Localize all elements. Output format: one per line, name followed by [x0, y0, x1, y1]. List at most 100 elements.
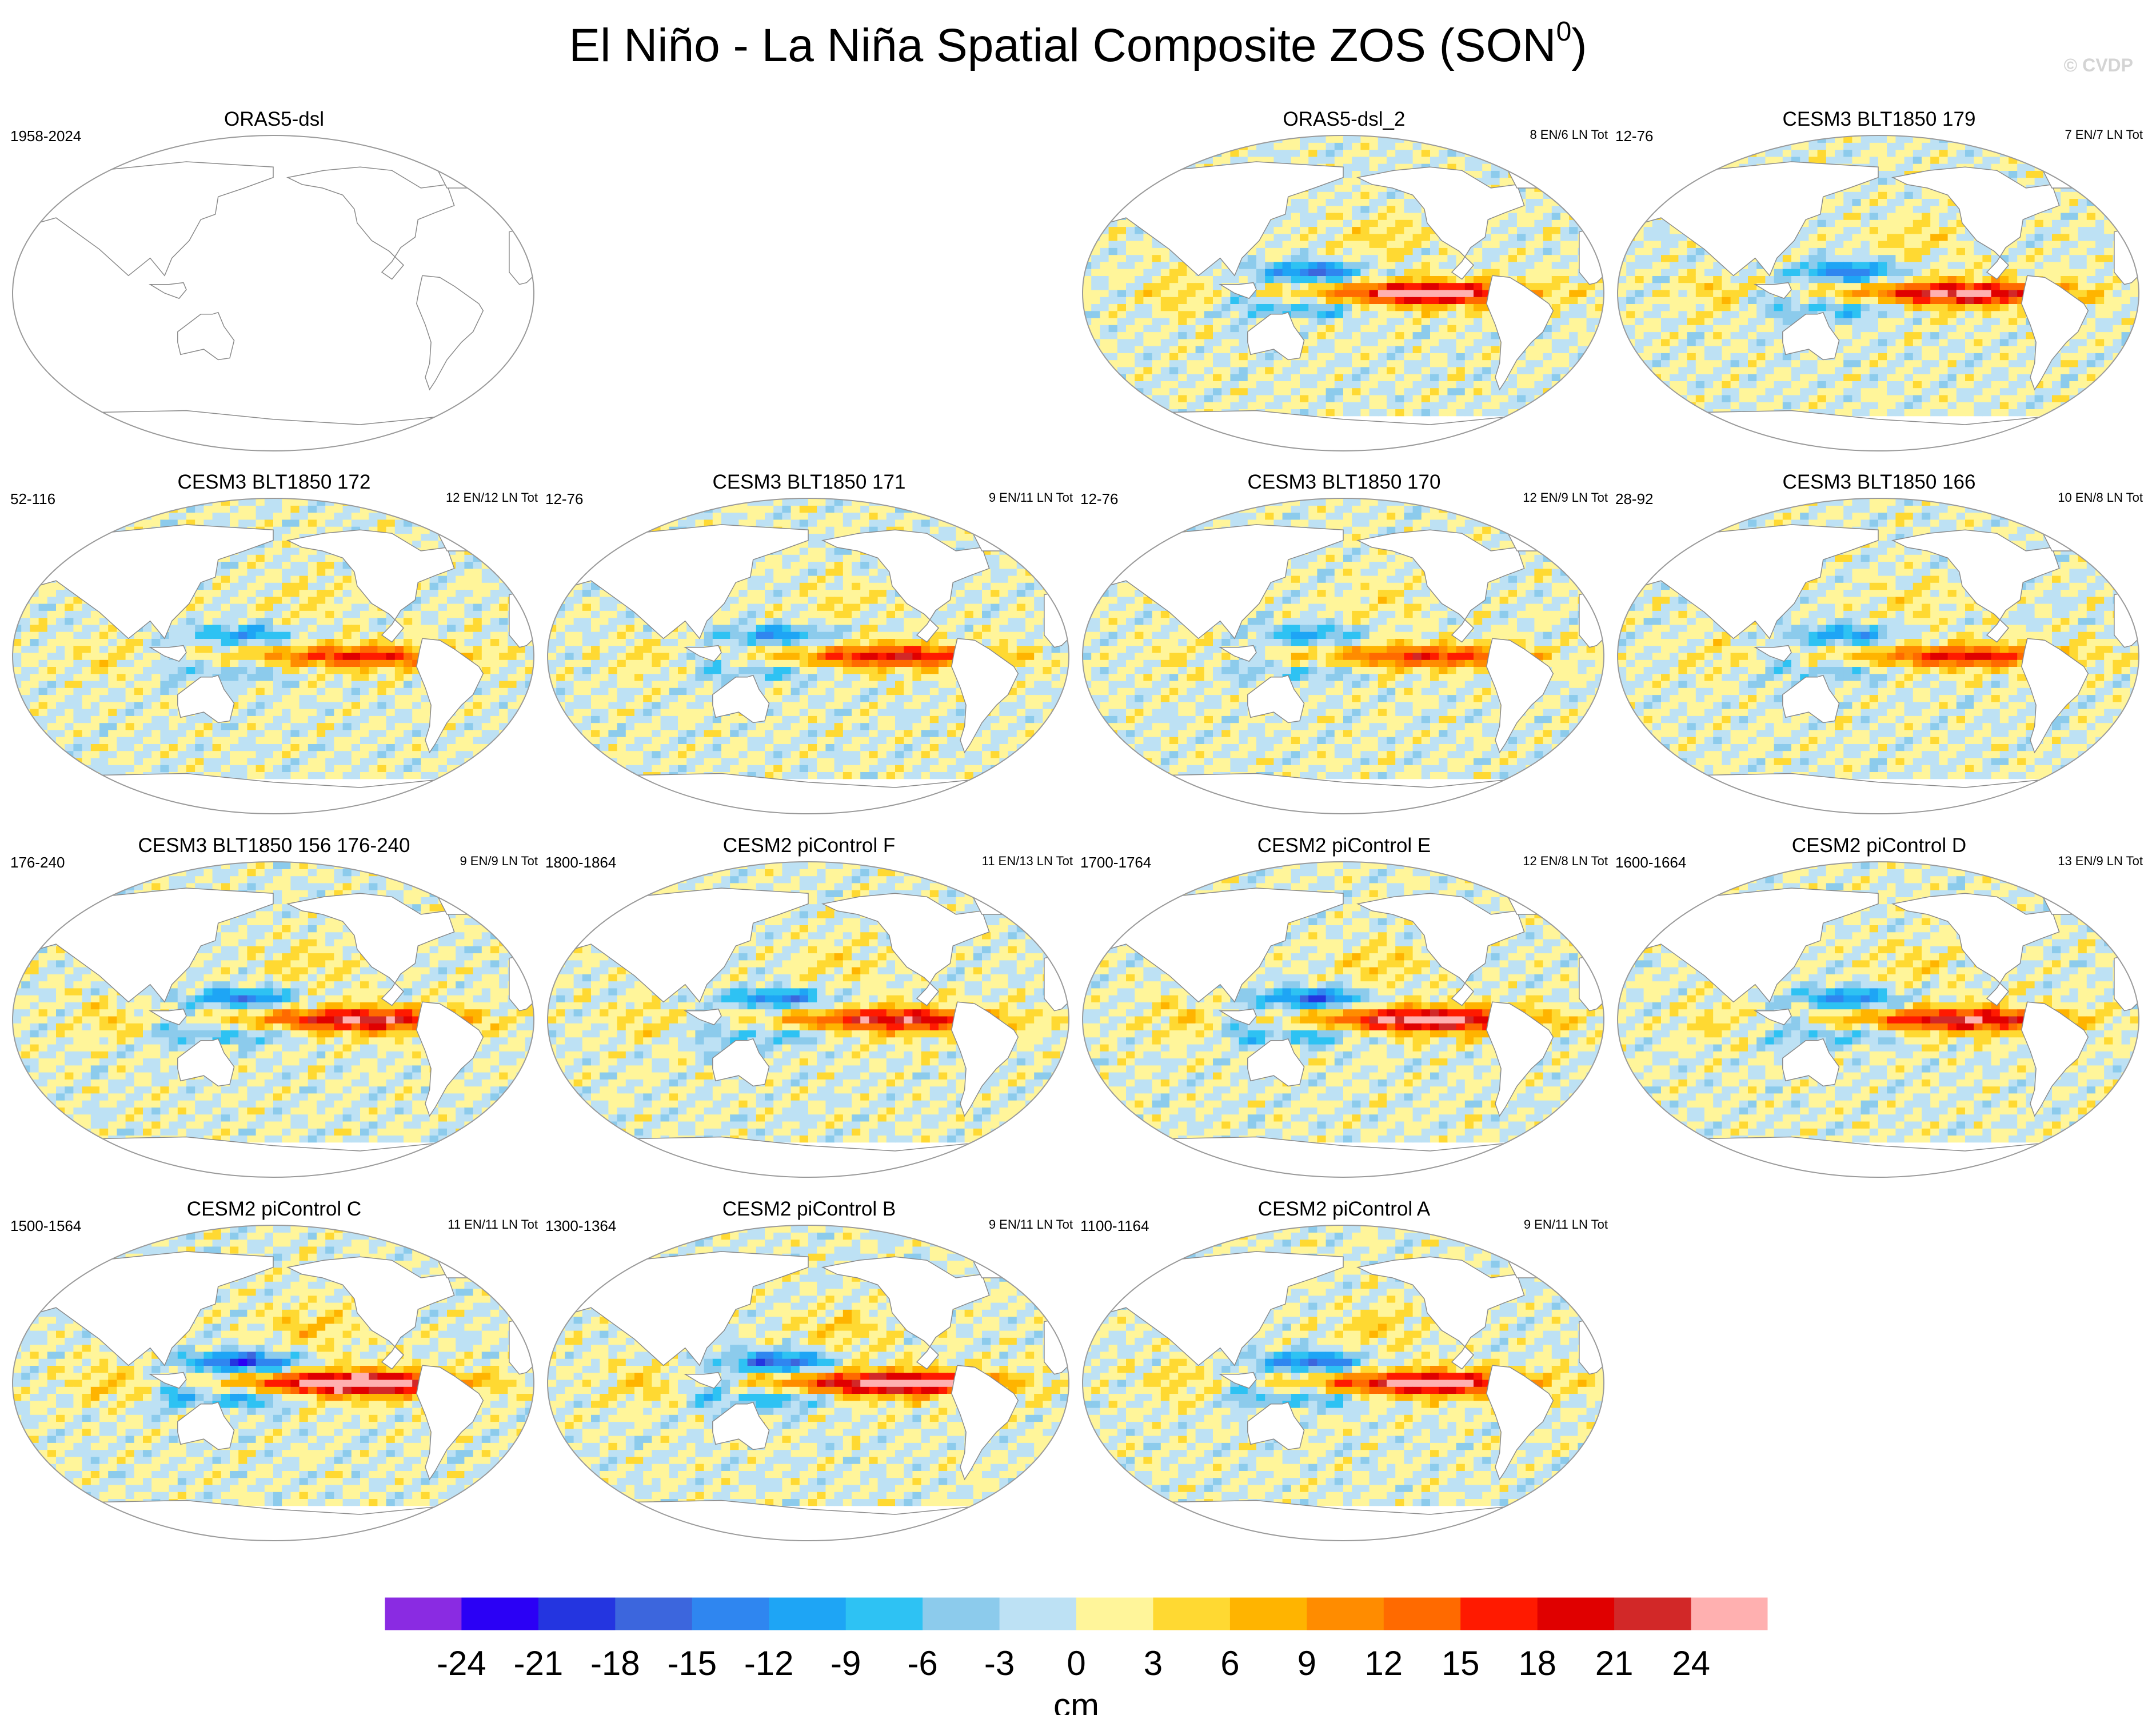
field-cell: [1474, 163, 1483, 171]
field-cell: [1869, 374, 1879, 381]
field-cell: [1404, 297, 1414, 304]
field-cell: [1835, 142, 1844, 150]
field-cell: [1360, 325, 1370, 333]
field-cell: [1930, 142, 1939, 150]
field-cell: [1947, 359, 1957, 367]
field-cell: [2104, 184, 2113, 192]
field-cell: [1982, 317, 1992, 325]
field-cell: [1982, 374, 1992, 381]
field-cell: [1204, 275, 1213, 283]
field-cell: [1499, 156, 1509, 164]
field-cell: [2017, 241, 2026, 248]
field-cell: [1230, 402, 1240, 409]
field-cell: [1817, 366, 1827, 374]
field-cell: [1722, 149, 1731, 157]
field-cell: [21, 737, 30, 744]
field-cell: [1618, 219, 1627, 227]
field-cell: [1817, 226, 1827, 234]
field-cell: [1652, 381, 1662, 389]
field-cell: [1352, 269, 1361, 276]
field-cell: [1343, 366, 1352, 374]
field-cell: [2121, 303, 2131, 311]
field-cell: [1730, 338, 1740, 346]
field-cell: [1826, 359, 1835, 367]
field-cell: [1939, 325, 1949, 333]
field-cell: [1722, 275, 1731, 283]
field-cell: [1108, 374, 1118, 381]
field-cell: [1395, 282, 1404, 290]
field-cell: [1169, 325, 1179, 333]
field-cell: [1178, 381, 1187, 389]
field-cell: [1939, 289, 1949, 297]
field-cell: [1334, 233, 1344, 241]
field-cell: [1395, 156, 1404, 164]
field-cell: [1939, 346, 1949, 353]
field-cell: [1256, 289, 1265, 297]
field-cell: [1247, 374, 1257, 381]
field-cell: [21, 526, 30, 534]
field-cell: [1126, 402, 1135, 409]
field-cell: [1499, 233, 1509, 241]
field-cell: [1273, 247, 1283, 255]
field-cell: [13, 645, 22, 653]
field-cell: [1947, 325, 1957, 333]
field-cell: [1626, 353, 1635, 361]
field-cell: [1930, 212, 1939, 220]
field-cell: [1878, 359, 1887, 367]
field-cell: [1499, 226, 1509, 234]
field-cell: [1895, 135, 1905, 143]
field-cell: [1930, 353, 1939, 361]
field-cell: [1247, 317, 1257, 325]
field-cell: [1922, 346, 1931, 353]
field-cell: [1143, 387, 1153, 395]
field-cell: [1930, 226, 1939, 234]
field-cell: [1526, 346, 1535, 353]
field-cell: [1152, 135, 1161, 143]
field-cell: [2113, 346, 2122, 353]
field-cell: [1782, 310, 1792, 318]
field-cell: [1895, 261, 1905, 269]
field-cell: [1360, 226, 1370, 234]
field-cell: [1491, 219, 1500, 227]
field-cell: [1482, 163, 1491, 171]
field-cell: [1765, 303, 1775, 311]
field-cell: [1595, 387, 1604, 395]
field-cell: [1230, 338, 1240, 346]
field-cell: [1430, 381, 1439, 389]
field-cell: [1678, 261, 1688, 269]
map-outline: [1617, 135, 2139, 451]
field-cell: [2086, 226, 2096, 234]
field-cell: [1221, 353, 1231, 361]
field-cell: [1352, 381, 1361, 389]
field-cell: [2086, 170, 2096, 178]
field-cell: [1482, 353, 1491, 361]
field-cell: [1618, 163, 1627, 171]
field-cell: [1378, 394, 1387, 402]
field-cell: [1117, 269, 1127, 276]
field-cell: [2009, 359, 2018, 367]
field-cell: [1626, 269, 1635, 276]
field-cell: [2026, 170, 2035, 178]
field-cell: [1291, 156, 1300, 164]
field-cell: [1626, 359, 1635, 367]
field-cell: [1378, 142, 1387, 150]
field-cell: [1491, 269, 1500, 276]
field-cell: [1765, 331, 1775, 339]
field-cell: [1369, 366, 1379, 374]
field-cell: [1430, 310, 1439, 318]
field-cell: [1595, 226, 1604, 234]
field-cell: [1765, 402, 1775, 409]
field-cell: [1187, 317, 1196, 325]
field-cell: [1369, 381, 1379, 389]
field-cell: [1756, 325, 1766, 333]
field-cell: [1965, 402, 1974, 409]
field-cell: [1852, 303, 1862, 311]
field-cell: [1195, 353, 1205, 361]
field-cell: [2069, 149, 2079, 157]
field-cell: [1569, 394, 1578, 402]
field-cell: [1843, 198, 1852, 206]
field-cell: [1421, 275, 1431, 283]
field-cell: [1439, 394, 1448, 402]
field-cell: [38, 638, 48, 646]
field-cell: [1826, 366, 1835, 374]
